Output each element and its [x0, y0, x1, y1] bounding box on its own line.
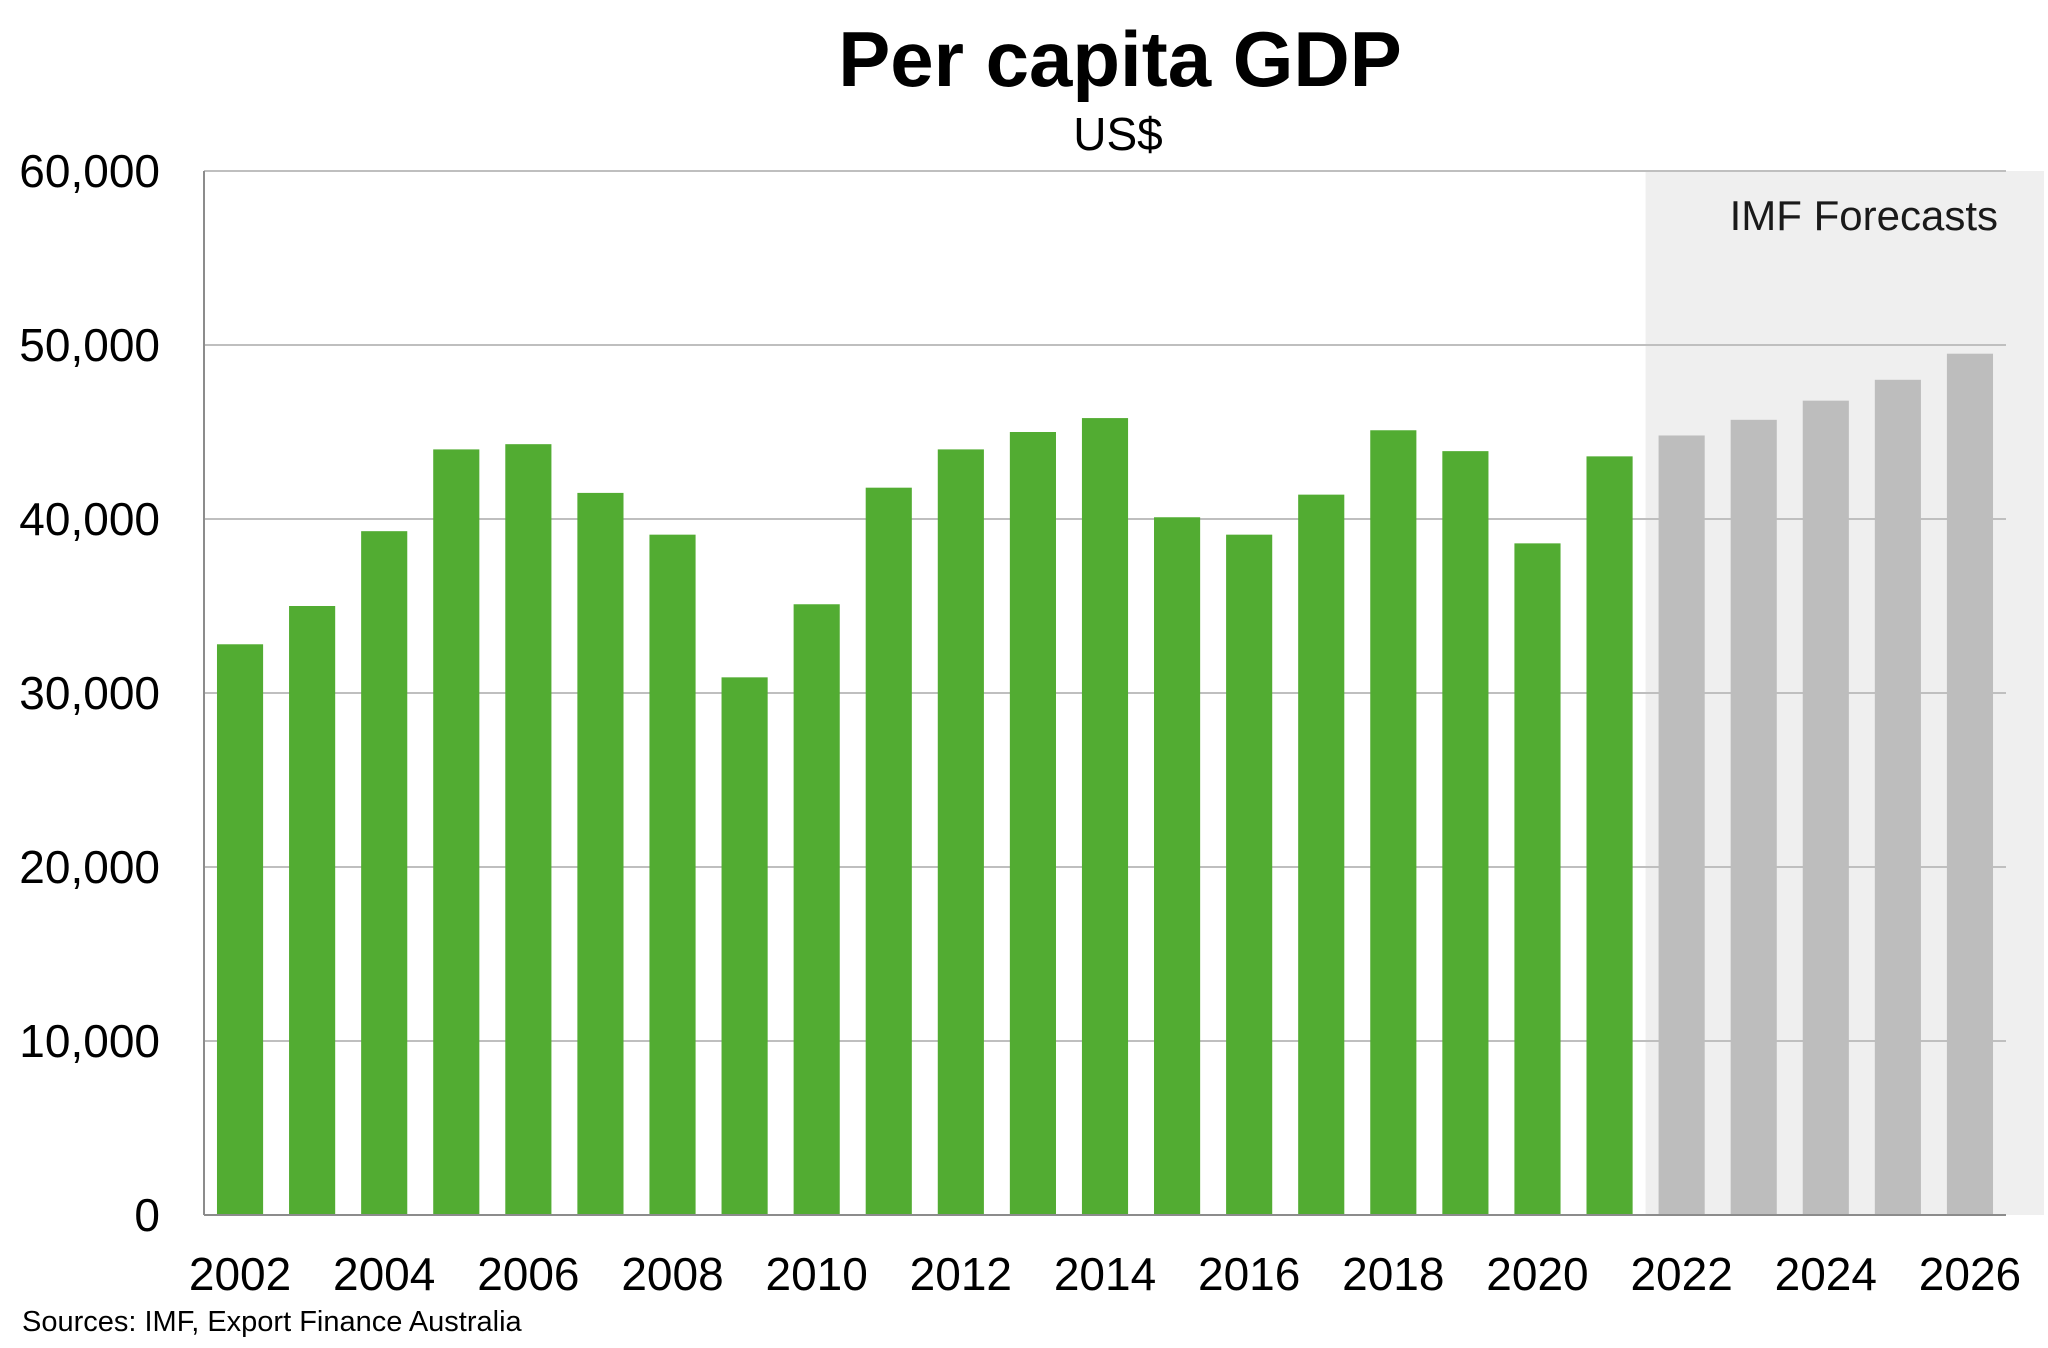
y-tick-label-2: 20,000 [19, 841, 160, 893]
bar-2008 [649, 534, 696, 1215]
bar-2003 [289, 606, 336, 1215]
source-note: Sources: IMF, Export Finance Australia [22, 1306, 523, 1338]
bar-2015 [1154, 517, 1201, 1215]
x-tick-label-2002: 2002 [189, 1248, 291, 1300]
chart-title: Per capita GDP [838, 15, 1402, 103]
x-tick-label-2026: 2026 [1919, 1248, 2021, 1300]
x-tick-label-2018: 2018 [1342, 1248, 1444, 1300]
forecast-annotation: IMF Forecasts [1730, 192, 1998, 239]
bar-2006 [505, 444, 552, 1215]
bar-2020 [1514, 543, 1561, 1215]
bar-2024 [1802, 400, 1849, 1215]
x-tick-label-2020: 2020 [1486, 1248, 1588, 1300]
axes [203, 171, 2006, 1216]
y-tick-label-4: 40,000 [19, 493, 160, 545]
bar-2016 [1226, 534, 1273, 1215]
bar-2007 [577, 492, 624, 1215]
x-tick-labels: 2002 2004 2006 2008 2010 2012 2014 2016 2018 2020… [189, 1248, 2021, 1300]
bar-2018 [1370, 430, 1417, 1215]
x-tick-label-2016: 2016 [1198, 1248, 1300, 1300]
bar-2021 [1586, 456, 1633, 1215]
x-tick-label-2024: 2024 [1775, 1248, 1877, 1300]
y-tick-labels: 0 10,000 20,000 30,000 40,000 50,000 60,000 [19, 145, 160, 1241]
chart-subtitle: US$ [1073, 108, 1162, 160]
bar-2010 [793, 604, 840, 1215]
x-tick-label-2008: 2008 [621, 1248, 723, 1300]
bar-2014 [1081, 418, 1129, 1216]
x-tick-label-2006: 2006 [477, 1248, 579, 1300]
y-tick-label-5: 50,000 [19, 319, 160, 371]
bar-2019 [1442, 451, 1489, 1215]
bar-2012 [937, 449, 984, 1215]
bars [216, 353, 1994, 1216]
bar-2005 [433, 449, 480, 1215]
bar-2004 [361, 531, 408, 1215]
x-tick-label-2004: 2004 [333, 1248, 435, 1300]
y-tick-label-3: 30,000 [19, 667, 160, 719]
bar-2002 [216, 644, 264, 1215]
bar-2022 [1658, 435, 1705, 1216]
y-tick-label-1: 10,000 [19, 1015, 160, 1067]
bar-2026 [1946, 353, 1994, 1215]
y-tick-label-6: 60,000 [19, 145, 160, 197]
bar-2017 [1298, 494, 1345, 1215]
bar-2025 [1874, 379, 1921, 1215]
x-tick-label-2014: 2014 [1054, 1248, 1156, 1300]
y-tick-label-0: 0 [134, 1189, 160, 1241]
x-tick-label-2012: 2012 [910, 1248, 1012, 1300]
x-tick-label-2022: 2022 [1630, 1248, 1732, 1300]
bar-2011 [865, 487, 912, 1215]
bar-2013 [1009, 432, 1056, 1215]
x-tick-label-2010: 2010 [766, 1248, 868, 1300]
bar-2023 [1730, 419, 1777, 1215]
bar-2009 [721, 677, 768, 1215]
